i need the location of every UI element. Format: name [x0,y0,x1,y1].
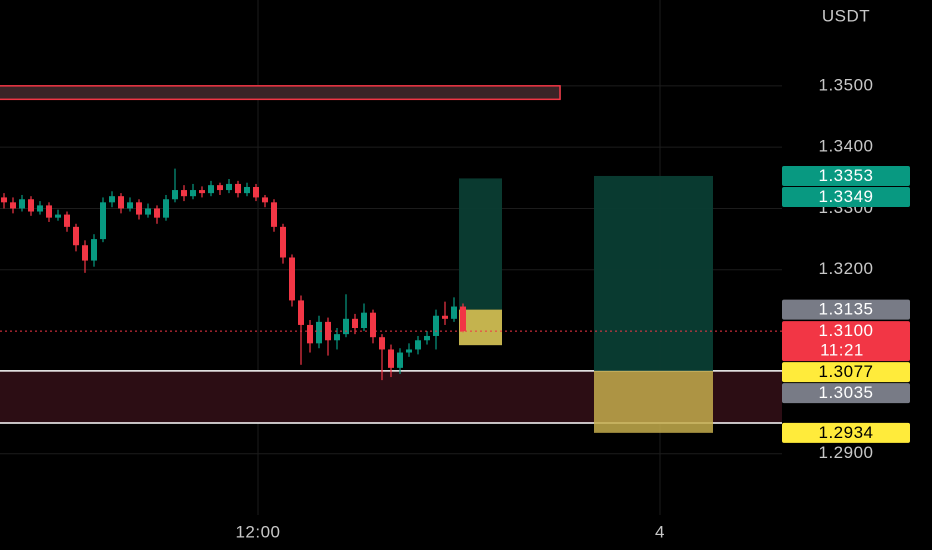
price-label-box [782,299,910,320]
candle-body [298,300,304,325]
candle-body [10,202,16,209]
candle-body [100,202,106,240]
candle-body [244,186,250,194]
candle-body [316,321,322,344]
candle-body [46,205,52,218]
price-label: 1.3353 [819,166,874,185]
candle-body [64,214,70,227]
price-label-box [782,321,910,362]
axis: 12:00 41.35001.34001.33001.32001.29001.33… [235,75,910,541]
y-tick-label: 1.2900 [819,443,874,462]
candle-body [424,335,430,341]
price-label: 1.3077 [819,362,874,381]
candle-body [235,183,241,194]
stop-box [459,309,502,346]
candle-body [91,239,97,261]
candle-body [199,190,205,194]
candles [0,168,782,381]
candle-body [433,315,439,336]
candle-body [379,337,385,350]
price-label-box [782,362,910,383]
candle-body [334,334,340,341]
candle-body [19,199,25,209]
positions [459,175,713,433]
candle-body [1,197,7,203]
price-label-box [782,383,910,404]
candle-body [73,226,79,246]
price-label-box [782,165,910,186]
candle-body [109,196,115,203]
candle-body [190,190,196,197]
candle-body [136,202,142,215]
candle-body [217,185,223,191]
candle-body [262,197,268,203]
currency: USDT [822,6,870,25]
candle-body [397,352,403,368]
price-label: 1.3100 [819,321,874,340]
candle-body [361,312,367,329]
candle-body [442,315,448,319]
target-box [459,178,502,310]
candle-body [82,245,88,261]
target-box [594,175,713,371]
candle-body [253,186,259,198]
candle-body [325,321,331,341]
candle-body [343,318,349,335]
price-label-box [782,186,910,207]
candle-body [127,202,133,209]
candle-body [55,214,61,218]
candle-body [154,208,160,218]
candle-body [280,226,286,258]
countdown: 11:21 [820,341,864,360]
candle-body [208,185,214,194]
y-tick-label: 1.3400 [819,137,874,156]
candle-body [226,183,232,191]
candle-body [307,324,313,344]
candle-body [163,199,169,218]
candle-body [370,312,376,338]
price-label-box [782,422,910,443]
candle-body [415,340,421,350]
stop-box [594,370,713,433]
candle-body [181,190,187,197]
candle-body [289,257,295,301]
x-tick-label: 12:00 [235,522,280,541]
x-tick-label: 4 [655,522,665,541]
y-tick-label: 1.3200 [819,259,874,278]
candle-body [451,306,457,319]
candle-body [406,349,412,353]
candle-body [145,208,151,215]
price-label: 1.3349 [819,187,874,206]
zone-border [0,85,561,101]
candle-body [37,205,43,212]
candle-body [172,190,178,200]
zone [0,85,561,100]
candle-body [388,349,394,368]
candle-body [460,306,466,332]
price-label: 1.3035 [819,383,874,402]
candle-body [118,196,124,209]
y-tick-label: 1.3500 [819,75,874,94]
candle-body [271,202,277,227]
price-label: 1.3135 [819,300,874,319]
candle-body [352,318,358,329]
candle-body [28,199,34,212]
price-label: 1.2934 [819,423,874,442]
